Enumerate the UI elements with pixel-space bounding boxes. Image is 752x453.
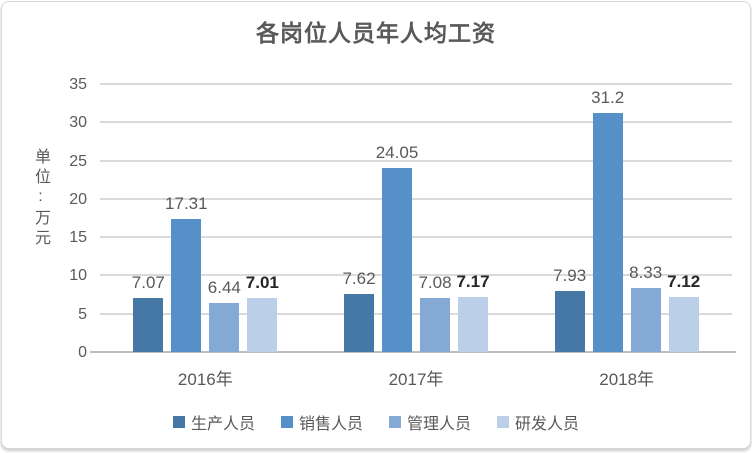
gridline <box>100 312 732 315</box>
bar-生产人员-2016年 <box>133 297 164 352</box>
y-tick-label: 30 <box>69 114 87 132</box>
bar-value-label: 17.31 <box>165 194 208 214</box>
bar-value-label: 7.62 <box>342 268 376 288</box>
gridline <box>100 274 732 277</box>
bar-value-label: 7.17 <box>456 272 490 292</box>
legend-item-销售人员: 销售人员 <box>280 410 363 434</box>
legend-label: 研发人员 <box>515 416 580 433</box>
legend-swatch-icon <box>389 416 401 428</box>
legend-item-生产人员: 生产人员 <box>172 410 255 434</box>
bar-value-label: 24.05 <box>375 142 419 162</box>
legend-label: 生产人员 <box>190 416 255 433</box>
chart-title: 各岗位人员年人均工资 <box>256 20 496 46</box>
bar-value-label: 7.12 <box>667 272 701 292</box>
bar-管理人员-2016年 <box>209 302 240 352</box>
gridline <box>100 197 732 200</box>
bar-value-label: 7.08 <box>418 272 452 292</box>
x-category-label: 2018年 <box>599 370 655 389</box>
bar-销售人员-2018年 <box>592 113 623 352</box>
legend-swatch-icon <box>280 416 293 428</box>
legend-swatch-icon <box>497 416 510 428</box>
bar-value-label: 7.07 <box>131 272 165 292</box>
x-axis-line <box>90 351 736 353</box>
y-tick-label: 0 <box>78 344 87 361</box>
legend-swatch-icon <box>172 416 185 428</box>
y-tick-label: 15 <box>69 229 87 247</box>
gridline <box>100 121 732 124</box>
x-category-label: 2017年 <box>388 370 444 389</box>
bar-研发人员-2016年 <box>247 298 278 352</box>
bar-value-label: 6.44 <box>207 277 241 297</box>
bar-管理人员-2017年 <box>420 297 450 352</box>
gridline <box>100 236 732 239</box>
bar-销售人员-2016年 <box>171 219 202 352</box>
legend-item-管理人员: 管理人员 <box>389 410 471 434</box>
y-tick-label: 25 <box>69 152 87 170</box>
bar-管理人员-2018年 <box>630 288 661 352</box>
legend-label: 管理人员 <box>407 416 472 433</box>
legend: 生产人员 销售人员 管理人员 研发人员 <box>2 410 750 434</box>
gridline <box>100 83 732 85</box>
bar-生产人员-2018年 <box>554 291 585 352</box>
y-tick-label: 5 <box>78 305 87 323</box>
legend-label: 销售人员 <box>298 416 363 433</box>
y-axis-title: 单位:万元 <box>32 148 49 249</box>
y-tick-label: 10 <box>69 267 87 285</box>
bar-value-label: 7.93 <box>553 266 587 286</box>
bar-生产人员-2017年 <box>344 293 374 352</box>
bar-value-label: 8.33 <box>629 263 663 283</box>
gridline <box>100 159 732 162</box>
bar-研发人员-2017年 <box>458 297 488 352</box>
legend-item-研发人员: 研发人员 <box>497 410 579 434</box>
plot-area: 0 5 10 15 20 25 30 35 7.07 17.31 6.44 7.01 2016年 7.62… <box>69 76 736 389</box>
y-tick-label: 20 <box>69 190 87 208</box>
bar-value-label: 31.2 <box>591 88 625 108</box>
bar-销售人员-2017年 <box>382 167 412 352</box>
bar-研发人员-2018年 <box>668 297 699 352</box>
y-tick-label: 35 <box>69 76 87 93</box>
bar-value-label: 7.01 <box>245 273 279 293</box>
x-category-label: 2016年 <box>177 370 233 389</box>
